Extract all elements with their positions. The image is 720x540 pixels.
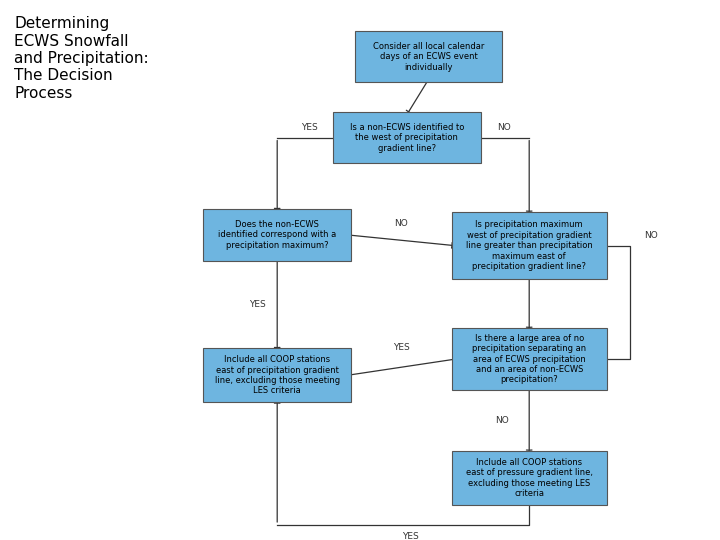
Text: Does the non-ECWS
identified correspond with a
precipitation maximum?: Does the non-ECWS identified correspond … xyxy=(218,220,336,250)
FancyBboxPatch shape xyxy=(452,212,606,280)
FancyBboxPatch shape xyxy=(452,451,606,505)
Text: Include all COOP stations
east of precipitation gradient
line, excluding those m: Include all COOP stations east of precip… xyxy=(215,355,340,395)
Text: Consider all local calendar
days of an ECWS event
individually: Consider all local calendar days of an E… xyxy=(373,42,484,72)
Text: Is a non-ECWS identified to
the west of precipitation
gradient line?: Is a non-ECWS identified to the west of … xyxy=(350,123,464,153)
FancyBboxPatch shape xyxy=(354,31,503,82)
Text: NO: NO xyxy=(495,416,509,425)
Text: YES: YES xyxy=(301,124,318,132)
FancyBboxPatch shape xyxy=(333,112,481,163)
Text: NO: NO xyxy=(498,124,511,132)
Text: Is precipitation maximum
west of precipitation gradient
line greater than precip: Is precipitation maximum west of precipi… xyxy=(466,220,593,271)
Text: NO: NO xyxy=(644,232,657,240)
Text: NO: NO xyxy=(395,219,408,227)
Text: YES: YES xyxy=(393,343,410,352)
Text: YES: YES xyxy=(248,300,266,309)
Text: Determining
ECWS Snowfall
and Precipitation:
The Decision
Process: Determining ECWS Snowfall and Precipitat… xyxy=(14,16,149,101)
Text: Is there a large area of no
precipitation separating an
area of ECWS precipitati: Is there a large area of no precipitatio… xyxy=(472,334,586,384)
FancyBboxPatch shape xyxy=(203,348,351,402)
Text: Include all COOP stations
east of pressure gradient line,
excluding those meetin: Include all COOP stations east of pressu… xyxy=(466,458,593,498)
FancyBboxPatch shape xyxy=(203,210,351,261)
FancyBboxPatch shape xyxy=(452,328,606,390)
Text: YES: YES xyxy=(402,532,419,540)
